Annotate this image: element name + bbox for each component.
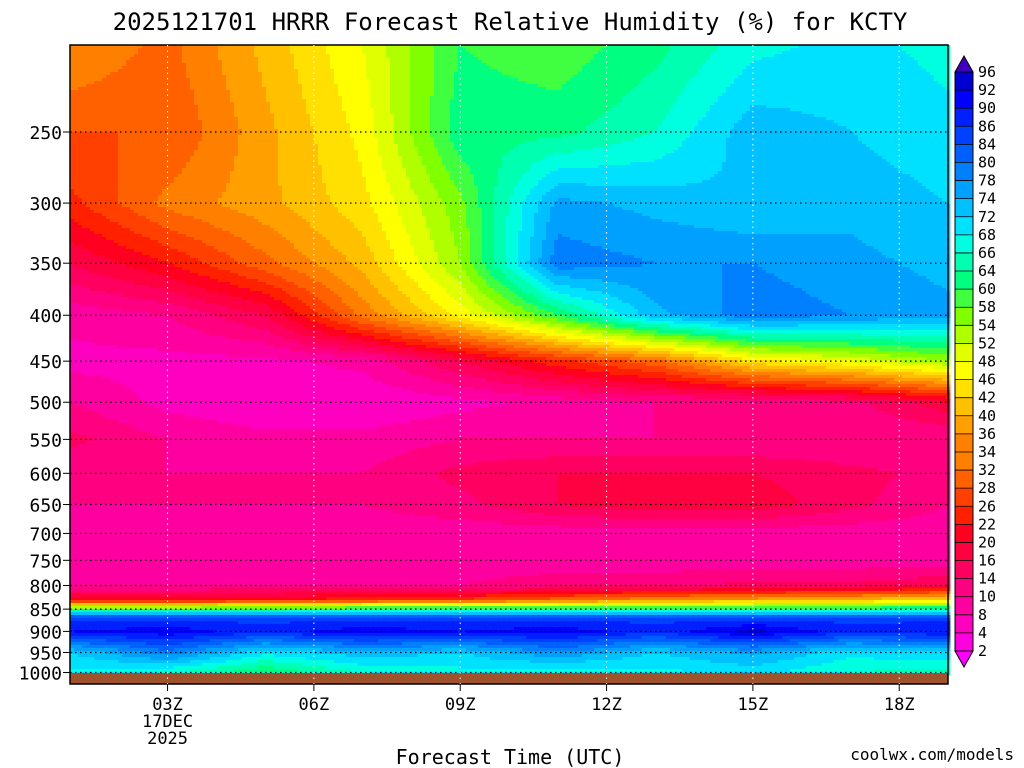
colorbar-swatch [955,470,973,489]
colorbar-label: 10 [978,588,996,606]
colorbar-label: 78 [978,172,996,190]
credit-text: coolwx.com/models [850,745,1014,764]
colorbar-label: 92 [978,81,996,99]
y-tick-label: 950 [29,643,62,664]
colorbar-label: 8 [978,606,987,624]
colorbar-label: 74 [978,190,996,208]
colorbar-label: 60 [978,280,996,298]
colorbar-swatch [955,307,973,326]
chart-title: 2025121701 HRRR Forecast Relative Humidi… [113,8,908,36]
colorbar-label: 36 [978,425,996,443]
colorbar-label: 14 [978,570,996,588]
y-tick-label: 700 [29,524,62,545]
colorbar-label: 86 [978,117,996,135]
colorbar-label: 66 [978,244,996,262]
colorbar-swatch [955,362,973,381]
y-tick-label: 850 [29,600,62,621]
colorbar-swatch [955,542,973,561]
colorbar-swatch [955,416,973,435]
y-tick-label: 500 [29,393,62,414]
colorbar-swatch [955,90,973,109]
colorbar-label: 64 [978,262,996,280]
colorbar-swatch [955,235,973,254]
colorbar-swatch [955,434,973,453]
colorbar-swatch [955,343,973,362]
y-tick-label: 1000 [19,663,62,684]
y-tick-label: 600 [29,464,62,485]
colorbar-label: 80 [978,153,996,171]
x-axis-label: Forecast Time (UTC) [396,745,625,768]
colorbar-label: 40 [978,407,996,425]
colorbar-label: 90 [978,99,996,117]
colorbar-swatch [955,199,973,218]
colorbar-label: 84 [978,135,996,153]
colorbar-label: 52 [978,334,996,352]
colorbar-label: 48 [978,353,996,371]
colorbar-label: 46 [978,371,996,389]
plot-area [70,45,950,684]
colorbar-swatch [955,253,973,272]
colorbar-label: 16 [978,552,996,570]
colorbar-label: 22 [978,515,996,533]
colorbar-swatch [955,126,973,145]
colorbar-swatch [955,108,973,127]
colorbar-label: 20 [978,533,996,551]
x-tick-label: 12Z [591,695,622,715]
colorbar-label: 72 [978,208,996,226]
colorbar-swatch [955,524,973,543]
colorbar-label: 54 [978,316,996,334]
colorbar-arrow-bottom [955,651,973,667]
x-tick-label: 18Z [884,695,915,715]
colorbar-swatch [955,181,973,200]
colorbar-swatch [955,615,973,634]
colorbar-label: 2 [978,642,987,660]
colorbar-swatch [955,162,973,181]
y-tick-label: 450 [29,352,62,373]
y-axis: 2503003504004505005506006507007508008509… [19,123,70,684]
colorbar-label: 28 [978,479,996,497]
colorbar-label: 4 [978,624,987,642]
y-tick-label: 550 [29,430,62,451]
colorbar-swatch [955,506,973,525]
colorbar-label: 58 [978,298,996,316]
colorbar-swatch [955,380,973,399]
colorbar-label: 32 [978,461,996,479]
y-tick-label: 250 [29,123,62,144]
x-tick-label: 2025 [147,729,188,749]
colorbar-label: 26 [978,497,996,515]
colorbar-label: 96 [978,63,996,81]
colorbar-swatch [955,72,973,91]
colorbar-swatch [955,597,973,616]
y-tick-label: 350 [29,254,62,275]
y-tick-label: 400 [29,306,62,327]
colorbar-label: 34 [978,443,996,461]
y-tick-label: 300 [29,194,62,215]
ground-surface [70,673,948,684]
colorbar-swatch [955,579,973,598]
colorbar-swatch [955,217,973,236]
colorbar-arrow-top [955,56,973,72]
colorbar-swatch [955,452,973,471]
colorbar-label: 68 [978,226,996,244]
colorbar-swatch [955,144,973,163]
colorbar-swatch [955,325,973,344]
colorbar-swatch [955,271,973,290]
colorbar-label: 42 [978,389,996,407]
colorbar-swatch [955,561,973,580]
colorbar-swatch [955,398,973,417]
colorbar-swatch [955,488,973,507]
y-tick-label: 650 [29,496,62,517]
x-tick-label: 15Z [738,695,769,715]
y-tick-label: 900 [29,622,62,643]
colorbar-swatch [955,289,973,308]
x-tick-label: 06Z [299,695,330,715]
colorbar-swatch [955,633,973,652]
y-tick-label: 800 [29,576,62,597]
y-tick-label: 750 [29,551,62,572]
colorbar: 9692908684807874726866646058545248464240… [955,56,996,667]
x-tick-label: 09Z [445,695,476,715]
